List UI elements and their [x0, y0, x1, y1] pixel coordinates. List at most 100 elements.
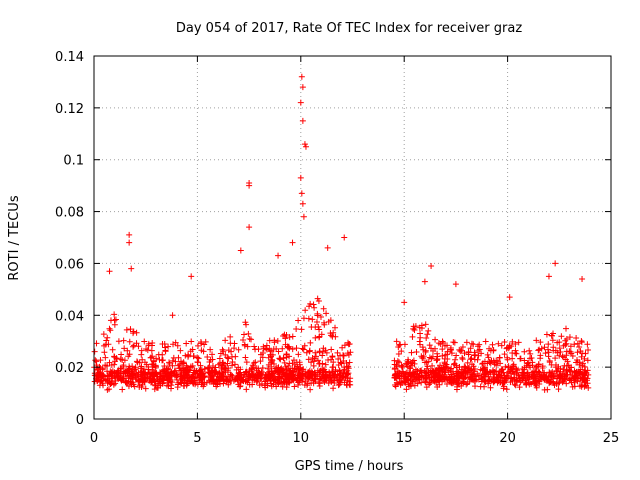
data-point-marker [170, 354, 177, 361]
data-point-marker [509, 338, 516, 345]
data-point-marker [268, 363, 275, 370]
data-point-marker [274, 338, 281, 345]
data-point-marker [300, 366, 307, 373]
data-point-marker [121, 357, 128, 364]
data-point-marker [541, 374, 548, 381]
data-point-marker [306, 303, 313, 310]
data-point-marker [393, 379, 400, 386]
data-point-marker [553, 380, 560, 387]
data-point-marker [501, 374, 508, 381]
data-point-marker [293, 326, 300, 333]
data-point-marker [346, 359, 353, 366]
data-point-marker [161, 341, 168, 348]
data-point-marker [435, 373, 442, 380]
data-point-marker [453, 352, 460, 359]
data-point-marker [195, 355, 202, 362]
data-point-marker [573, 334, 580, 341]
data-point-marker [341, 342, 348, 349]
data-point-marker [584, 357, 591, 364]
y-tick-label: 0 [76, 413, 84, 428]
data-point-marker [136, 383, 143, 390]
data-point-marker [280, 378, 287, 385]
data-point-marker [400, 378, 407, 385]
data-point-marker [319, 365, 326, 372]
data-point-marker [532, 364, 539, 371]
data-point-marker [268, 367, 275, 374]
y-tick-label: 0.08 [55, 206, 84, 221]
data-point-marker [564, 358, 571, 365]
data-point-marker [302, 143, 309, 150]
data-point-marker [336, 367, 343, 374]
data-point-marker [341, 364, 348, 371]
data-point-marker [183, 369, 190, 376]
data-point-marker [419, 344, 426, 351]
data-point-marker [560, 366, 567, 373]
data-point-marker [418, 322, 425, 329]
x-axis-label: GPS time / hours [295, 459, 404, 474]
data-point-marker [126, 338, 133, 345]
data-point-marker [476, 346, 483, 353]
data-point-marker [433, 357, 440, 364]
data-point-marker [399, 364, 406, 371]
data-point-marker [311, 304, 318, 311]
data-point-marker [552, 355, 559, 362]
data-point-marker [163, 366, 170, 373]
data-point-marker [334, 349, 341, 356]
data-point-marker [563, 335, 570, 342]
data-point-marker [246, 381, 253, 388]
data-point-marker [429, 362, 436, 369]
data-point-marker [345, 363, 352, 370]
data-point-marker [111, 358, 118, 365]
data-point-marker [188, 338, 195, 345]
data-point-marker [512, 340, 519, 347]
data-point-marker [542, 350, 549, 357]
data-point-marker [325, 318, 332, 325]
data-point-marker [484, 368, 491, 375]
data-point-marker [111, 311, 118, 318]
data-point-marker [262, 384, 269, 391]
data-point-marker [92, 357, 99, 364]
data-point-marker [189, 346, 196, 353]
data-point-marker [209, 363, 216, 370]
data-point-marker [418, 367, 425, 374]
data-point-marker [293, 345, 300, 352]
data-point-marker [431, 345, 438, 352]
data-point-marker [535, 347, 542, 354]
data-point-marker [421, 359, 428, 366]
data-point-marker [175, 379, 182, 386]
data-point-marker [530, 372, 537, 379]
data-point-marker [455, 377, 462, 384]
data-point-marker [521, 357, 528, 364]
data-point-marker [194, 381, 201, 388]
data-point-marker [532, 369, 539, 376]
data-point-marker [286, 334, 293, 341]
data-point-marker [341, 234, 348, 241]
data-point-marker [552, 260, 559, 267]
data-point-marker [439, 352, 446, 359]
data-point-marker [289, 346, 296, 353]
data-point-marker [166, 376, 173, 383]
data-point-marker [450, 368, 457, 375]
data-point-marker [106, 268, 113, 275]
data-point-marker [411, 327, 418, 334]
data-point-marker [335, 356, 342, 363]
data-point-marker [510, 362, 517, 369]
data-point-marker [291, 383, 298, 390]
data-point-marker [252, 359, 259, 366]
data-point-marker [204, 353, 211, 360]
data-point-marker [424, 363, 431, 370]
data-point-marker [407, 377, 414, 384]
data-points [91, 73, 592, 393]
data-point-marker [100, 331, 107, 338]
data-point-marker [159, 367, 166, 374]
data-point-marker [240, 336, 247, 343]
data-point-marker [299, 345, 306, 352]
data-point-marker [246, 335, 253, 342]
data-point-marker [512, 347, 519, 354]
data-point-marker [444, 381, 451, 388]
data-point-marker [210, 381, 217, 388]
data-point-marker [452, 356, 459, 363]
data-point-marker [576, 383, 583, 390]
data-point-marker [463, 339, 470, 346]
data-point-marker [254, 375, 261, 382]
